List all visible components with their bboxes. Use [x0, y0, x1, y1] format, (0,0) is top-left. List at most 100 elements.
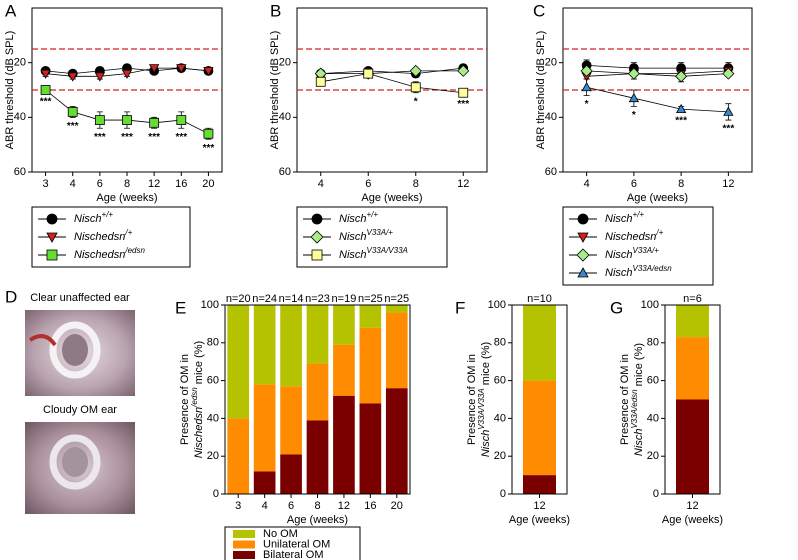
marker: [46, 249, 58, 261]
x-tick-label: 4: [262, 500, 268, 512]
significance: ***: [723, 124, 735, 135]
marker: [148, 64, 160, 74]
x-tick-label: 6: [97, 178, 103, 190]
photo-cloudy-ear: [25, 422, 135, 514]
legend-label: Nisch+/+: [74, 210, 113, 225]
bar-segment: [333, 395, 355, 494]
marker: [675, 70, 688, 83]
plot-frame: [664, 304, 721, 495]
bar-segment: [253, 471, 276, 494]
marker: [149, 117, 160, 128]
marker: [675, 103, 687, 114]
bar-segment: [385, 388, 408, 494]
y-tick-label: 60: [545, 166, 557, 178]
y-tick-label: 100: [641, 299, 659, 311]
y-tick-label: 40: [279, 111, 291, 123]
x-tick-label: 12: [457, 178, 469, 190]
x-tick-label: 12: [148, 178, 160, 190]
y-tick-label: 40: [545, 111, 557, 123]
bar-segment: [253, 305, 276, 385]
significance: ***: [148, 132, 160, 143]
significance: ***: [675, 116, 687, 127]
x-tick-label: 6: [631, 178, 637, 190]
series-line: [586, 70, 729, 77]
photo-caption: Cloudy OM ear: [43, 404, 117, 416]
legend-label: NischV33A/edsn: [605, 264, 672, 279]
marker: [628, 92, 640, 103]
x-tick-label: 4: [318, 178, 324, 190]
y-tick-label: 40: [647, 412, 659, 424]
bar-segment: [306, 305, 329, 364]
marker: [723, 106, 734, 116]
marker: [311, 249, 323, 261]
legend-label: Nisch+/+: [339, 210, 378, 225]
y-tick-label: 60: [647, 375, 659, 387]
panel-letter: E: [175, 298, 186, 317]
x-tick-label: 16: [175, 178, 187, 190]
panel-letter: C: [533, 1, 545, 20]
bar-count-label: n=6: [683, 293, 702, 305]
y-tick-label: 80: [647, 337, 659, 349]
y-tick-label: 40: [494, 412, 506, 424]
marker: [40, 69, 51, 79]
legend-label: Bilateral OM: [263, 549, 324, 560]
photo-clear-ear: [25, 310, 135, 396]
x-tick-label: 20: [391, 500, 403, 512]
x-tick-label: 12: [338, 500, 350, 512]
y-axis-label: ABR threshold (dB SPL): [535, 31, 547, 150]
bar-segment: [385, 312, 408, 389]
marker: [627, 67, 640, 80]
x-tick-label: 8: [314, 500, 320, 512]
bar-segment: [523, 380, 556, 476]
marker: [409, 64, 422, 77]
y-tick-label: 80: [494, 337, 506, 349]
marker: [581, 81, 592, 92]
y-tick-label: 60: [279, 166, 291, 178]
x-tick-label: 4: [70, 178, 76, 190]
bar-segment: [359, 327, 382, 404]
x-axis-label: Age (weeks): [509, 514, 570, 526]
bar-segment: [359, 403, 382, 494]
panel-letter: B: [270, 1, 281, 20]
y-tick-label: 20: [279, 57, 291, 69]
bar-segment: [306, 420, 329, 494]
bar-segment: [333, 344, 355, 396]
marker: [176, 115, 187, 125]
x-tick-label: 3: [43, 178, 49, 190]
bar-count-label: n=19: [332, 293, 357, 305]
legend-label: Nischedsn/+: [74, 228, 133, 243]
legend-label: Nischedsn/+: [605, 228, 664, 243]
legend-label: No OM: [263, 528, 298, 540]
significance: *: [632, 110, 636, 121]
bar-segment: [280, 305, 302, 387]
marker: [310, 230, 324, 244]
bar-segment: [676, 305, 709, 338]
legend-swatch: [233, 551, 255, 559]
bar-count-label: n=10: [527, 293, 552, 305]
panel-letter: D: [5, 287, 17, 306]
marker: [122, 115, 132, 125]
legend-swatch: [233, 540, 255, 549]
y-axis-label: Nischedsn/edsn mice (%): [190, 341, 205, 458]
legend-swatch: [233, 530, 255, 538]
marker: [315, 76, 326, 87]
bar-segment: [523, 475, 556, 494]
bar-count-label: n=14: [279, 293, 304, 305]
significance: *: [414, 96, 418, 107]
y-tick-label: 20: [545, 57, 557, 69]
marker: [577, 213, 589, 225]
x-tick-label: 12: [722, 178, 734, 190]
marker: [457, 64, 470, 77]
panel-letter: A: [5, 1, 17, 20]
marker: [311, 213, 323, 225]
bar-segment: [253, 384, 276, 472]
x-tick-label: 8: [413, 178, 419, 190]
significance: ***: [175, 132, 187, 143]
x-tick-label: 6: [288, 500, 294, 512]
x-tick-label: 3: [235, 500, 241, 512]
y-tick-label: 20: [207, 450, 219, 462]
y-axis-label: Presence of OM in: [466, 354, 478, 445]
marker: [67, 106, 78, 117]
bar-count-label: n=24: [252, 293, 277, 305]
plot-frame: [511, 304, 568, 495]
